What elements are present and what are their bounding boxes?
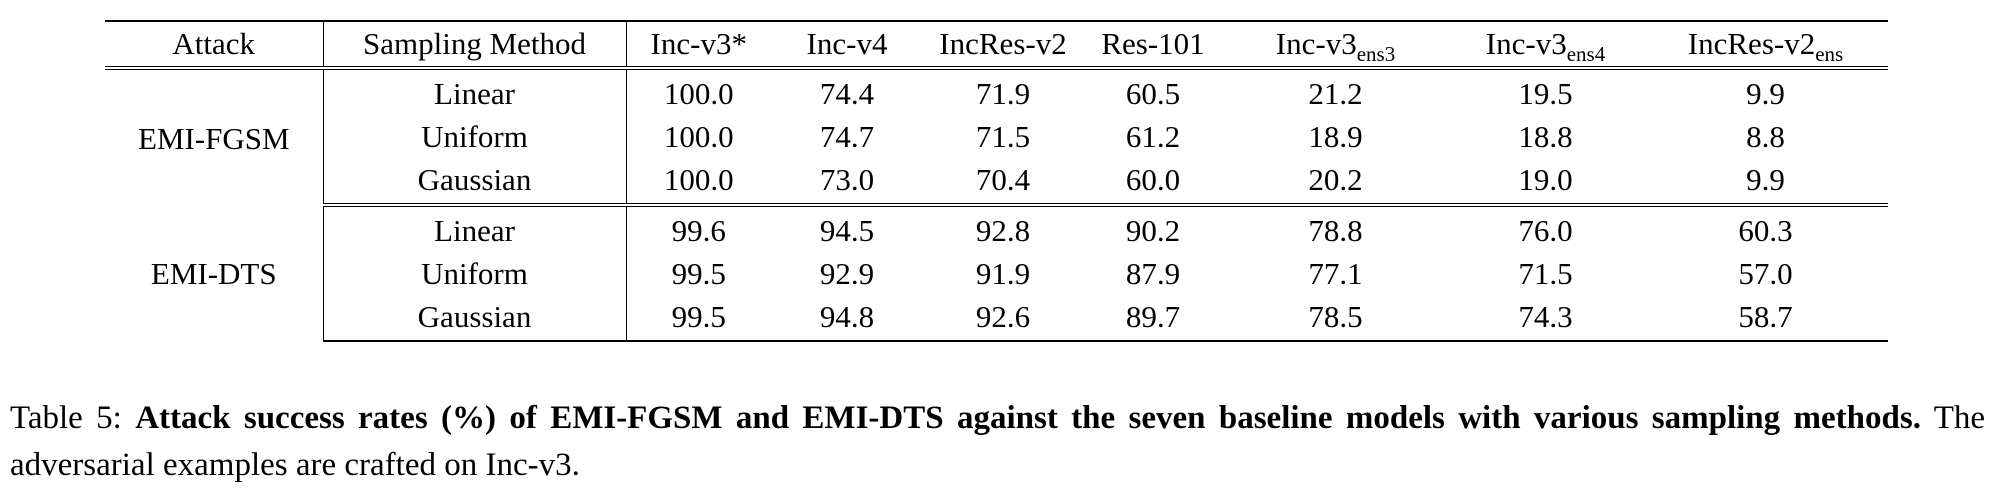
success-rate-cell: 18.9 (1308, 118, 1363, 154)
column-header-label: Attack (172, 26, 256, 61)
column-header: IncRes-v2 (923, 20, 1083, 70)
success-rate-cell: 78.5 (1223, 295, 1448, 342)
column-header: Inc-v4 (771, 20, 923, 70)
success-rate-cell: 77.1 (1308, 255, 1363, 291)
success-rate-cell: 99.6 (671, 212, 726, 248)
column-header-label: Inc-v3 (1275, 26, 1357, 61)
column-header-label: Inc-v3 (1485, 26, 1567, 61)
column-header: Sampling Method (323, 20, 627, 70)
success-rate-cell: 18.8 (1518, 118, 1573, 154)
success-rate-cell: 74.3 (1448, 295, 1643, 342)
table-row: Gaussian 100.0 73.0 70.4 60.0 20.2 19.0 9.9 (105, 158, 1888, 207)
sampling-method-cell: Linear (323, 68, 627, 115)
caption-bold-text: Attack success rates (%) of EMI-FGSM and… (135, 400, 1921, 436)
table-row: Uniform 100.0 74.7 71.5 61.2 18.9 18.8 8.8 (105, 115, 1888, 158)
column-header-subscript: ens (1815, 42, 1844, 66)
column-header: Res-101 (1083, 20, 1223, 70)
success-rate-cell: 90.2 (1125, 212, 1181, 248)
success-rate-cell: 60.5 (1125, 75, 1181, 111)
table-header: Attack Sampling Method Inc-v3* Inc-v4 IncRes… (105, 20, 1888, 70)
table-row: EMI-DTS Linear 99.6 94.5 92.8 90.2 78.8 76.0 60.… (105, 205, 1888, 341)
column-header-label: Inc-v3* (650, 26, 747, 61)
sampling-method-cell: Linear (323, 205, 627, 252)
success-rate-cell: 9.9 (1746, 75, 1785, 111)
success-rate-cell: 20.2 (1223, 158, 1448, 207)
table-row: Gaussian 99.5 94.8 92.6 89.7 78.5 74.3 58.7 (105, 295, 1888, 342)
success-rate-cell: 19.0 (1448, 158, 1643, 207)
column-header-label: Res-101 (1101, 26, 1205, 61)
success-rate-cell: 19.5 (1518, 75, 1573, 111)
table-row: Uniform 99.5 92.9 91.9 87.9 77.1 71.5 57.0 (105, 252, 1888, 295)
column-header: Inc-v3* (626, 20, 771, 70)
group-emi-fgsm: EMI-FGSM Linear 100.0 74.4 71.9 60.5 21.2 19.5 9… (105, 68, 1888, 207)
sampling-method-cell: Gaussian (323, 158, 627, 207)
group-emi-dts: EMI-DTS Linear 99.6 94.5 92.8 90.2 78.8 76.0 60.… (105, 205, 1888, 342)
success-rate-cell: 71.9 (975, 75, 1031, 111)
success-rate-cell: 70.4 (923, 158, 1083, 207)
column-header-label: IncRes-v2 (939, 26, 1067, 61)
column-header: IncRes-v2ens (1643, 20, 1888, 70)
success-rate-cell: 9.9 (1643, 158, 1888, 207)
success-rate-cell: 57.0 (1738, 255, 1793, 291)
success-rate-cell: 60.3 (1738, 212, 1793, 248)
sampling-method-cell: Gaussian (323, 295, 627, 342)
column-header: Inc-v3ens4 (1448, 20, 1643, 70)
column-header-subscript: ens3 (1356, 42, 1396, 66)
success-rate-cell: 71.5 (1518, 255, 1573, 291)
success-rate-cell: 73.0 (771, 158, 923, 207)
success-rate-cell: 92.8 (975, 212, 1031, 248)
success-rate-cell: 92.6 (923, 295, 1083, 342)
success-rate-cell: 58.7 (1643, 295, 1888, 342)
success-rate-cell: 100.0 (663, 118, 734, 154)
success-rate-cell: 76.0 (1518, 212, 1573, 248)
success-rate-cell: 99.5 (671, 255, 726, 291)
results-table-container: Attack Sampling Method Inc-v3* Inc-v4 IncRes… (105, 20, 1888, 342)
success-rate-cell: 94.8 (771, 295, 923, 342)
success-rate-cell: 91.9 (975, 255, 1031, 291)
attack-name-cell: EMI-FGSM (105, 68, 324, 205)
success-rate-cell: 21.2 (1308, 75, 1363, 111)
success-rate-cell: 89.7 (1083, 295, 1223, 342)
success-rate-cell: 99.5 (626, 295, 771, 342)
success-rate-cell: 100.0 (663, 75, 734, 111)
success-rate-cell: 78.8 (1308, 212, 1363, 248)
success-rate-cell: 8.8 (1746, 118, 1785, 154)
sampling-method-cell: Uniform (323, 252, 627, 295)
column-header-label: IncRes-v2 (1687, 26, 1816, 61)
results-table: Attack Sampling Method Inc-v3* Inc-v4 IncRes… (105, 20, 1888, 342)
success-rate-cell: 100.0 (626, 158, 771, 207)
success-rate-cell: 61.2 (1125, 118, 1181, 154)
success-rate-cell: 74.7 (819, 118, 875, 154)
success-rate-cell: 71.5 (975, 118, 1031, 154)
table-row: EMI-FGSM Linear 100.0 74.4 71.9 60.5 21.2 19.5 9… (105, 68, 1888, 205)
caption-label: Table 5: (10, 400, 136, 436)
column-header-label: Inc-v4 (806, 26, 888, 61)
column-header: Inc-v3ens3 (1223, 20, 1448, 70)
sampling-method-cell: Uniform (323, 115, 627, 158)
attack-name-cell: EMI-DTS (105, 205, 324, 341)
column-header-label: Sampling Method (362, 26, 587, 61)
success-rate-cell: 92.9 (819, 255, 875, 291)
success-rate-cell: 87.9 (1125, 255, 1181, 291)
table-caption: Table 5: Attack success rates (%) of EMI… (10, 395, 1985, 489)
success-rate-cell: 60.0 (1083, 158, 1223, 207)
column-header: Attack (105, 20, 324, 70)
header-row: Attack Sampling Method Inc-v3* Inc-v4 IncRes… (105, 20, 1888, 70)
column-header-subscript: ens4 (1566, 42, 1606, 66)
success-rate-cell: 74.4 (819, 75, 875, 111)
success-rate-cell: 94.5 (819, 212, 875, 248)
